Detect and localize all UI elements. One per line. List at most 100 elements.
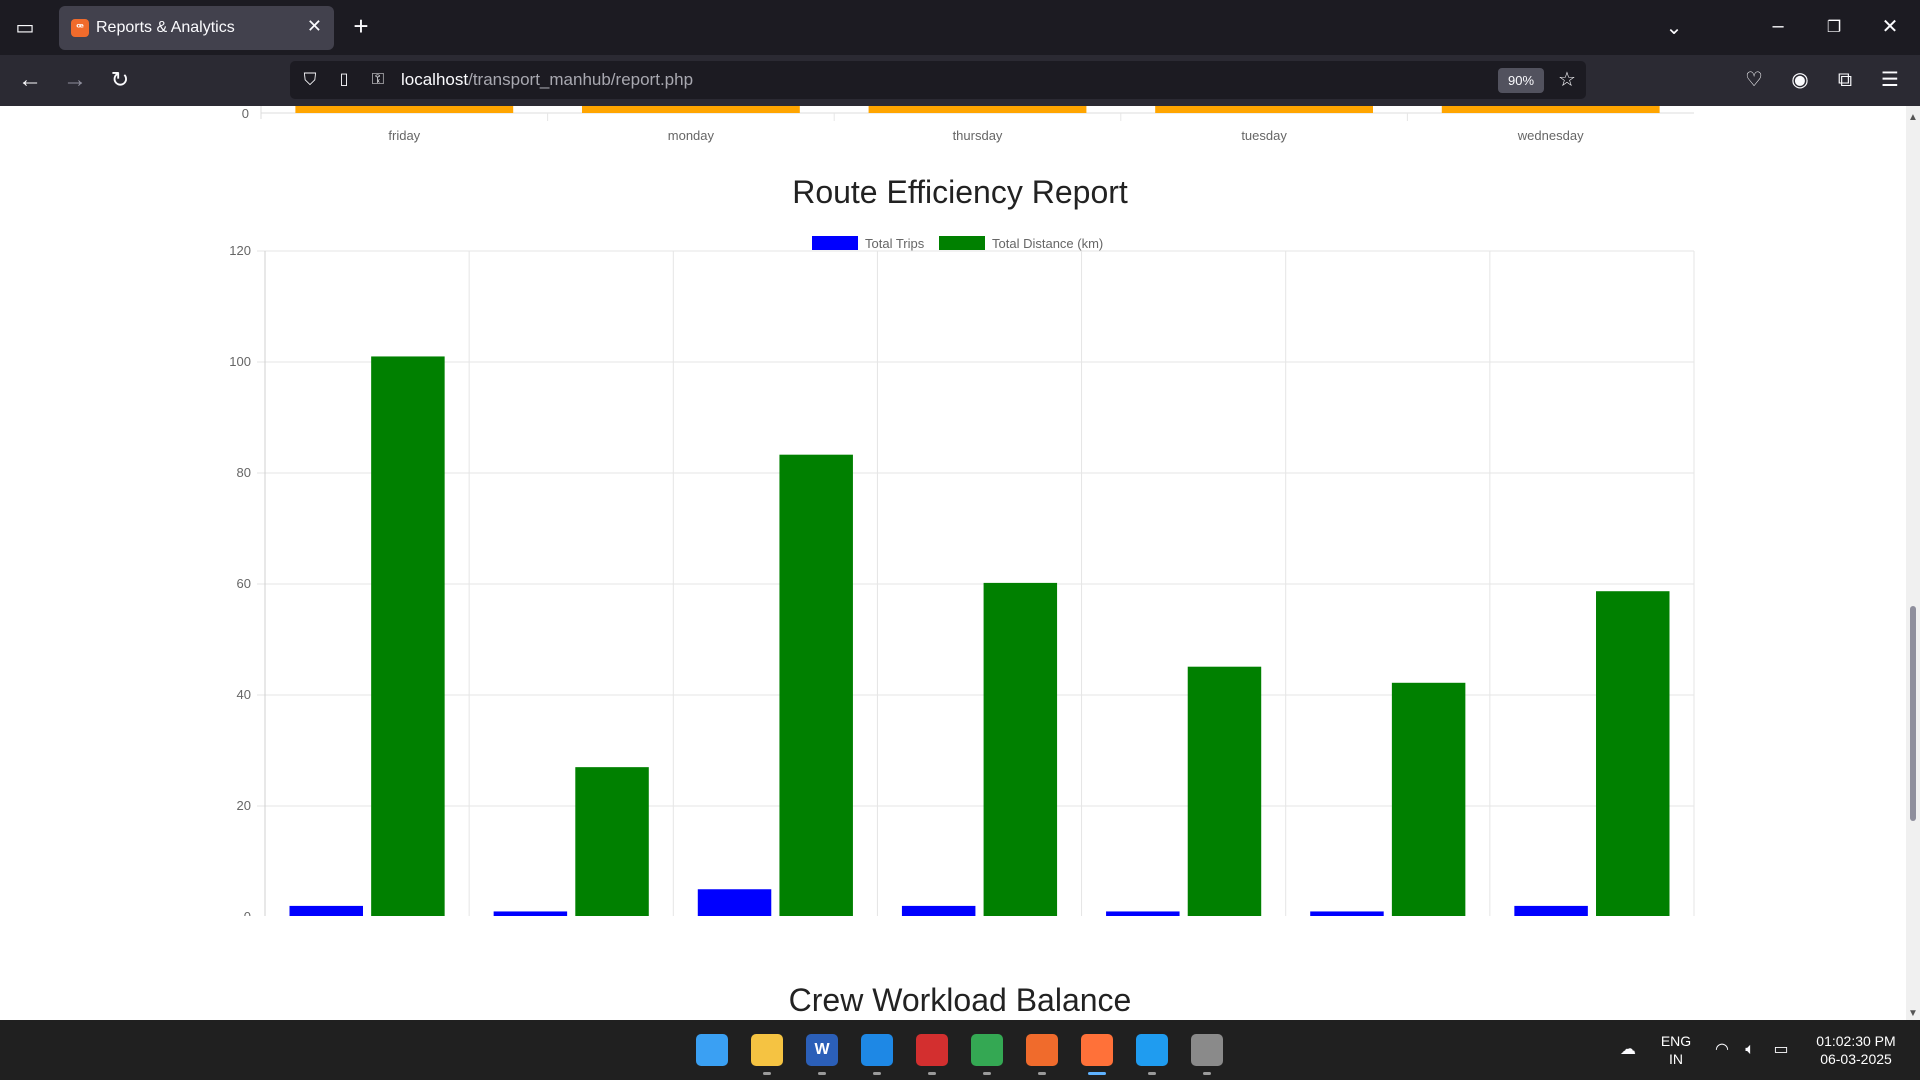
bar-total-distance	[575, 767, 649, 916]
chrome-icon[interactable]	[971, 1034, 1003, 1066]
bar-total-distance	[1596, 591, 1670, 916]
wifi-icon[interactable]: ◠	[1715, 1041, 1729, 1058]
running-indicator	[1038, 1072, 1046, 1075]
top-chart-bar	[868, 106, 1087, 113]
top-chart-x-label: tuesday	[1241, 128, 1287, 143]
top-chart-bar	[581, 106, 800, 113]
file-explorer-icon[interactable]	[751, 1034, 783, 1066]
running-indicator	[818, 1072, 826, 1075]
firefox-icon[interactable]	[1081, 1034, 1113, 1066]
page-content: 0 friday monday thursday tuesday wednesday Ro…	[0, 106, 1906, 1020]
page-info-icon[interactable]: ▯	[339, 71, 349, 88]
top-chart-bar	[295, 106, 514, 113]
snipping-tool-icon[interactable]	[1191, 1034, 1223, 1066]
top-chart-bar	[1155, 106, 1374, 113]
top-chart-y-tick: 0	[242, 106, 249, 121]
menu-icon[interactable]: ☰	[1881, 69, 1899, 91]
y-tick-label: 20	[237, 798, 251, 813]
top-chart-bar	[1441, 106, 1660, 113]
running-indicator	[928, 1072, 936, 1075]
chevron-down-icon[interactable]: ⌄	[1665, 17, 1683, 39]
clock-date: 06-03-2025	[1820, 1051, 1892, 1067]
legend-swatch-0	[812, 236, 858, 250]
new-tab-button[interactable]: +	[353, 11, 369, 41]
y-tick-label: 0	[244, 909, 251, 916]
url-path: /transport_manhub/report.php	[468, 70, 694, 89]
bar-total-trips	[697, 889, 772, 916]
battery-icon[interactable]: ▭	[1773, 1041, 1789, 1058]
clock[interactable]: 01:02:30 PM 06-03-2025	[1804, 1032, 1908, 1068]
running-indicator	[873, 1072, 881, 1075]
bar-total-trips	[289, 905, 363, 916]
bar-total-trips	[1106, 911, 1180, 916]
top-chart-x-label: friday	[388, 128, 420, 143]
scroll-up-icon[interactable]: ▲	[1908, 112, 1918, 123]
route-efficiency-chart: Total Trips Total Distance (km) 0 20 40 60 80 1…	[229, 236, 1695, 916]
navigation-bar: ← → ↻ ⛉ ▯ ⚿ localhost/transport_manhub/r…	[0, 55, 1920, 106]
word-icon[interactable]: W	[806, 1034, 838, 1066]
key-icon[interactable]: ⚿	[371, 71, 385, 88]
scroll-down-icon[interactable]: ▼	[1908, 1008, 1918, 1019]
top-chart-x-label: monday	[668, 128, 715, 143]
language-code: ENG	[1660, 1033, 1692, 1049]
bar-total-distance	[1187, 666, 1262, 916]
running-indicator	[763, 1072, 771, 1075]
running-indicator	[1203, 1072, 1211, 1075]
legend-swatch-1	[939, 236, 985, 250]
region-code: IN	[1669, 1051, 1683, 1067]
zoom-level-badge[interactable]: 90%	[1498, 68, 1544, 93]
scroll-thumb[interactable]	[1910, 606, 1916, 821]
bar-total-distance	[779, 454, 853, 916]
tab-reports[interactable]: ꟹ Reports & Analytics ✕	[59, 6, 334, 50]
y-tick-label: 80	[237, 465, 251, 480]
notepad-icon[interactable]	[861, 1034, 893, 1066]
reload-icon[interactable]: ↻	[110, 67, 130, 92]
vscode-icon[interactable]	[1136, 1034, 1168, 1066]
bar-total-trips	[1514, 905, 1588, 916]
running-indicator	[1148, 1072, 1156, 1075]
minimize-icon[interactable]: –	[1772, 15, 1784, 37]
tab-title: Reports & Analytics	[96, 19, 235, 36]
route-chart-title: Route Efficiency Report	[792, 174, 1128, 210]
close-window-icon[interactable]: ✕	[1881, 16, 1899, 38]
legend-label-1: Total Distance (km)	[992, 236, 1103, 251]
restore-icon[interactable]: ❐	[1826, 19, 1842, 36]
tab-list-icon[interactable]: ▭	[15, 17, 35, 39]
bar-total-trips	[493, 911, 568, 916]
xampp-favicon-icon: ꟹ	[71, 19, 89, 37]
y-tick-label: 100	[229, 354, 251, 369]
url-bar[interactable]: ⛉ ▯ ⚿ localhost/transport_manhub/report.…	[290, 61, 1586, 99]
forward-arrow-icon[interactable]: →	[63, 66, 87, 93]
volume-icon[interactable]: 🔈︎	[1745, 1041, 1755, 1058]
bookmark-star-icon[interactable]: ☆	[1558, 69, 1576, 91]
xampp-icon[interactable]	[1026, 1034, 1058, 1066]
clock-time: 01:02:30 PM	[1816, 1033, 1896, 1049]
acrobat-icon[interactable]	[916, 1034, 948, 1066]
tab-bar: ▭ ꟹ Reports & Analytics ✕ + ⌄ – ❐ ✕	[0, 0, 1920, 55]
bar-total-distance	[371, 356, 445, 916]
extensions-icon[interactable]: ⧉	[1837, 69, 1853, 91]
page-scrollbar[interactable]: ▲ ▼	[1906, 106, 1920, 1020]
bar-total-trips	[1310, 911, 1384, 916]
pocket-icon[interactable]: ♡	[1745, 69, 1763, 91]
bar-total-distance	[983, 582, 1058, 916]
running-indicator	[1088, 1072, 1106, 1075]
top-chart-x-label: wednesday	[1517, 128, 1584, 143]
start-icon[interactable]	[696, 1034, 728, 1066]
close-tab-icon[interactable]: ✕	[306, 16, 322, 36]
y-tick-label: 120	[229, 243, 251, 258]
back-arrow-icon[interactable]: ←	[18, 66, 42, 93]
running-indicator	[983, 1072, 991, 1075]
language-indicator[interactable]: ENG IN	[1660, 1032, 1692, 1068]
url-text[interactable]: localhost/transport_manhub/report.php	[401, 70, 693, 90]
day-chart-bottom: 0 friday monday thursday tuesday wednesday	[242, 106, 1694, 143]
y-tick-label: 40	[237, 687, 251, 702]
taskbar: W ☁ ENG IN ◠ 🔈︎ ▭ 01:02:30 PM 06-03-2025	[0, 1020, 1920, 1080]
url-host: localhost	[401, 70, 469, 89]
bar-total-distance	[1391, 682, 1466, 916]
shield-icon[interactable]: ⛉	[303, 70, 317, 89]
top-chart-x-label: thursday	[953, 128, 1003, 143]
bar-total-trips	[901, 905, 976, 916]
onedrive-off-icon[interactable]: ☁	[1620, 1041, 1636, 1058]
account-icon[interactable]: ◉	[1791, 69, 1809, 91]
